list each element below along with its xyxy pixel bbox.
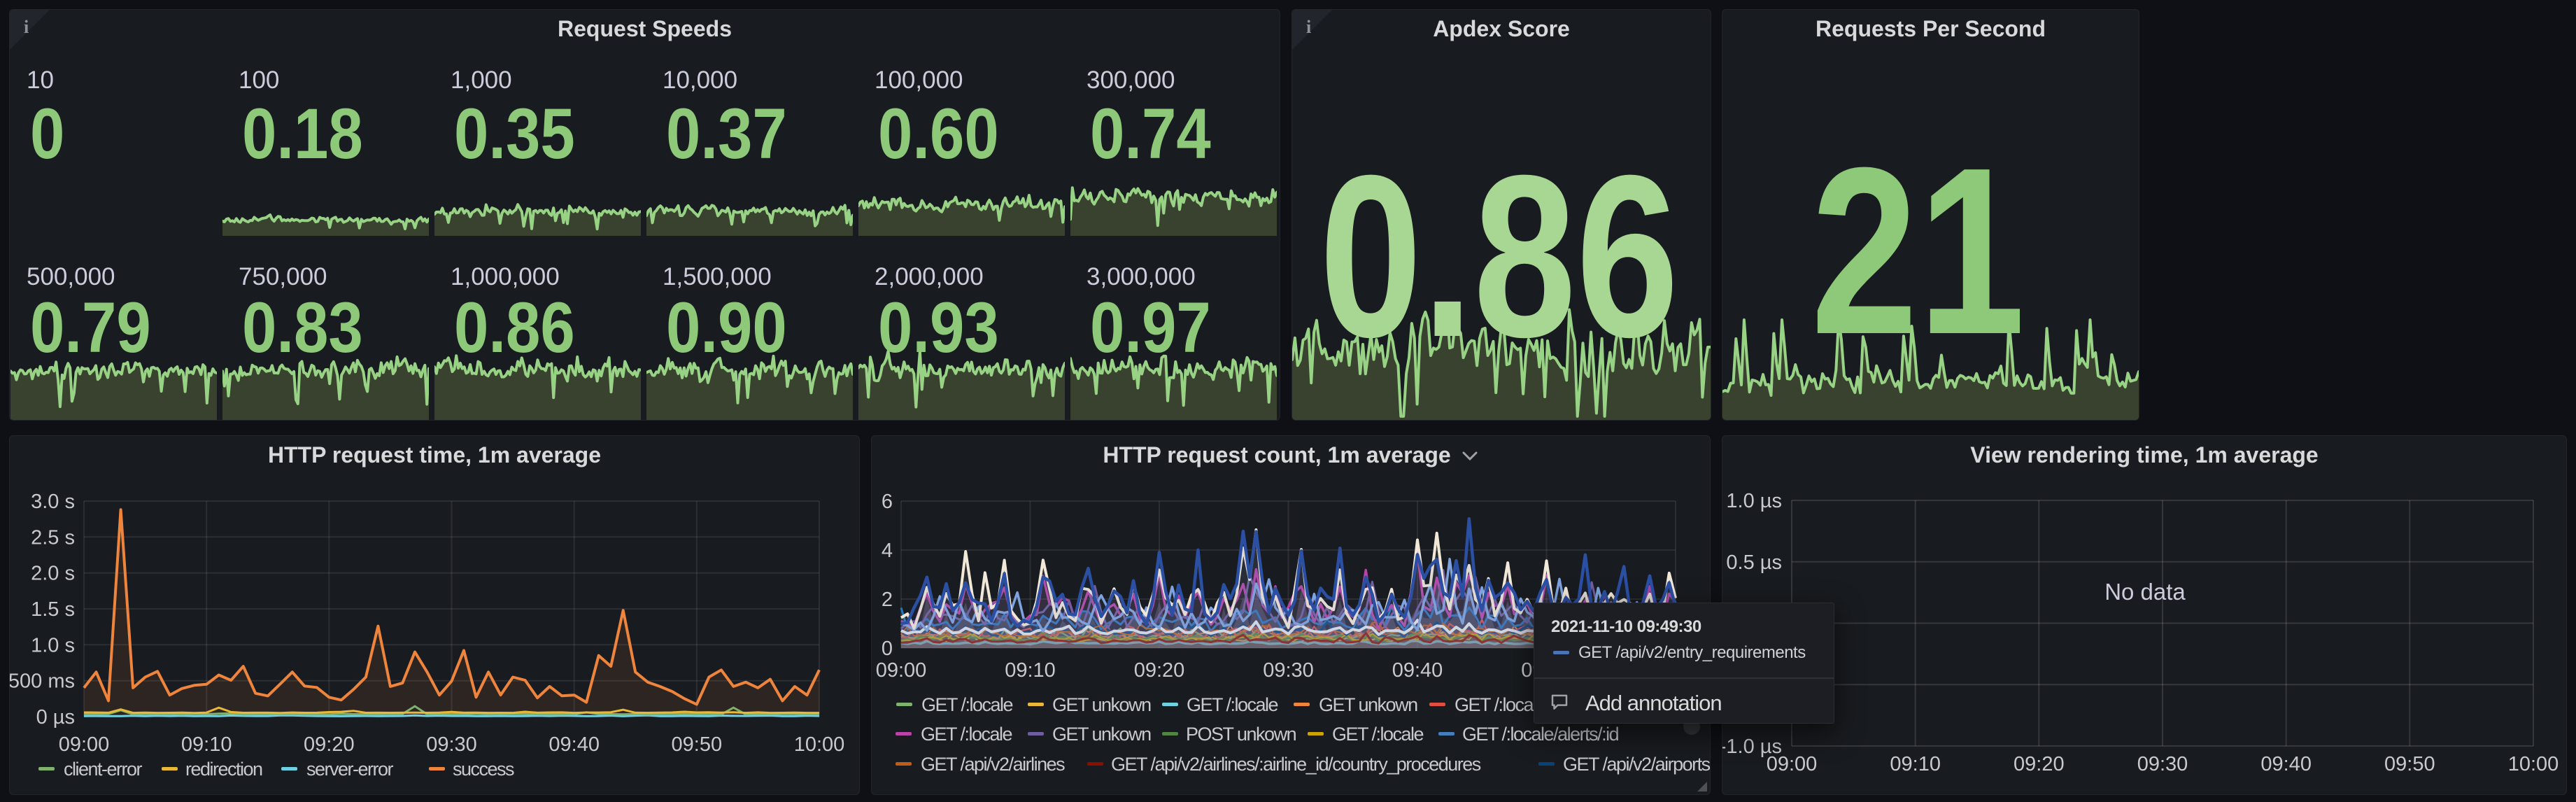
svg-text:1.0 µs: 1.0 µs — [1726, 490, 1782, 512]
svg-text:09:10: 09:10 — [181, 733, 232, 756]
svg-text:09:00: 09:00 — [1767, 753, 1818, 775]
svg-text:2.0 s: 2.0 s — [31, 563, 75, 585]
svg-text:3.0 s: 3.0 s — [31, 491, 75, 513]
svg-text:500 ms: 500 ms — [10, 670, 75, 693]
svg-text:09:40: 09:40 — [2260, 753, 2312, 775]
svg-text:6: 6 — [882, 491, 893, 513]
svg-text:09:30: 09:30 — [1263, 659, 1314, 682]
svg-text:09:20: 09:20 — [2014, 753, 2065, 775]
svg-text:09:00: 09:00 — [876, 659, 927, 682]
svg-text:-1.0 µs: -1.0 µs — [1722, 736, 1782, 758]
svg-text:2.5 s: 2.5 s — [31, 526, 75, 549]
svg-text:09:00: 09:00 — [59, 733, 110, 756]
svg-text:09:50: 09:50 — [2384, 753, 2435, 775]
svg-text:4: 4 — [882, 540, 893, 562]
svg-text:09:30: 09:30 — [426, 733, 477, 756]
svg-text:1.0 s: 1.0 s — [31, 634, 75, 656]
svg-text:09:30: 09:30 — [2137, 753, 2188, 775]
svg-text:0.5 µs: 0.5 µs — [1726, 551, 1782, 574]
svg-text:09:10: 09:10 — [1890, 753, 1941, 775]
svg-text:10:00: 10:00 — [2508, 753, 2559, 775]
svg-text:10:00: 10:00 — [794, 733, 845, 756]
svg-text:09:40: 09:40 — [549, 733, 600, 756]
svg-text:09:10: 09:10 — [1005, 659, 1056, 682]
svg-text:09:20: 09:20 — [304, 733, 355, 756]
svg-text:1.5 s: 1.5 s — [31, 598, 75, 621]
svg-text:09:40: 09:40 — [1392, 659, 1443, 682]
svg-text:0 µs: 0 µs — [36, 706, 75, 729]
svg-text:0: 0 — [882, 638, 893, 660]
svg-text:2: 2 — [882, 589, 893, 611]
svg-text:09:50: 09:50 — [672, 733, 723, 756]
svg-text:09:20: 09:20 — [1134, 659, 1185, 682]
